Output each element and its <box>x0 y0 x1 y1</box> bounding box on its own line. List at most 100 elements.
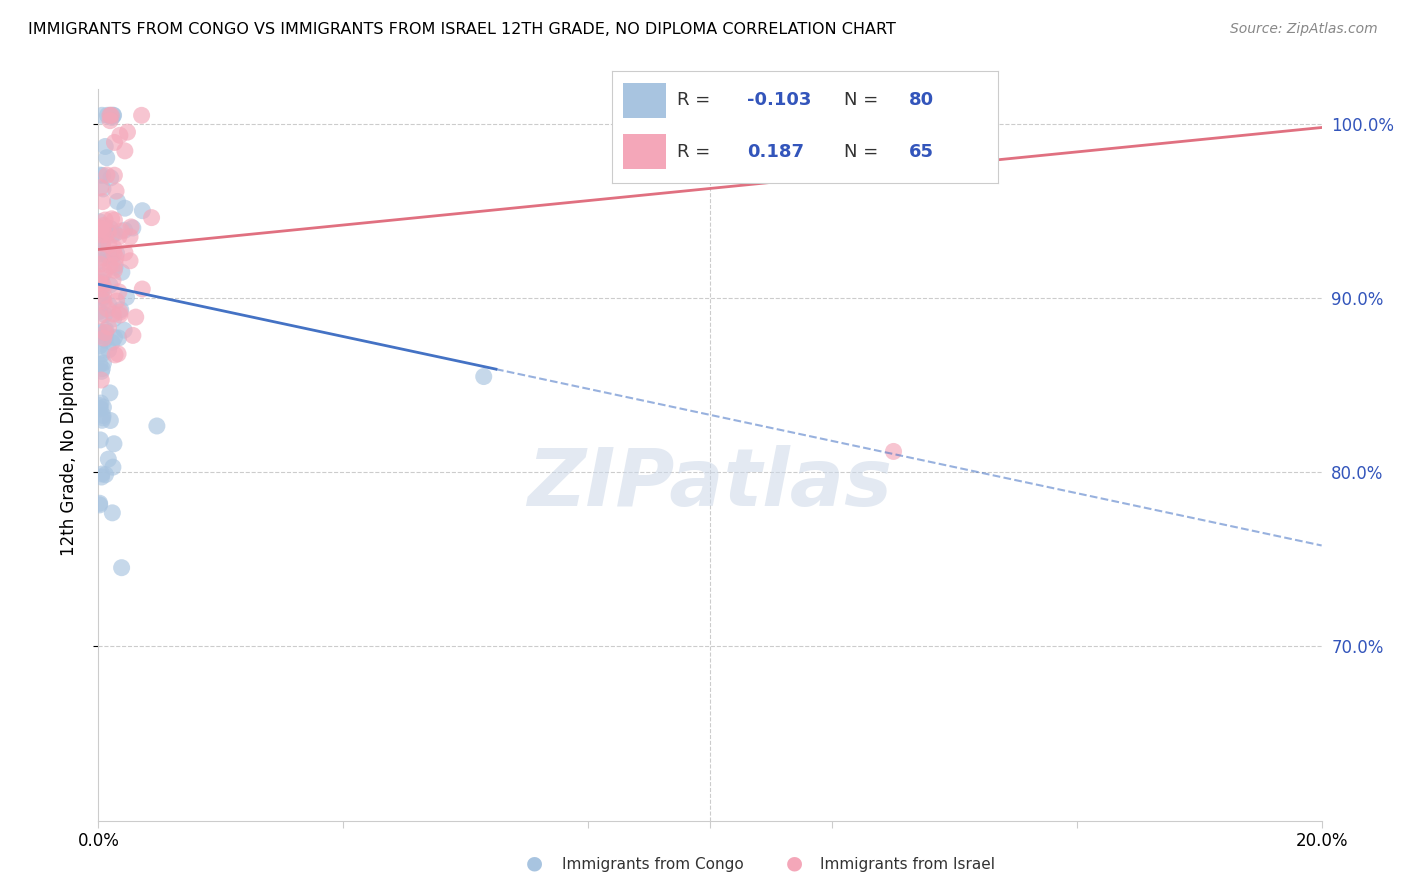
Point <box>101 506 124 520</box>
Point <box>93 288 115 302</box>
Point <box>110 560 132 574</box>
Point <box>97 226 120 240</box>
Point <box>89 358 111 372</box>
Y-axis label: 12th Grade, No Diploma: 12th Grade, No Diploma <box>59 354 77 556</box>
Point <box>104 251 127 265</box>
Point <box>97 319 120 334</box>
Point <box>100 108 122 122</box>
Point <box>100 221 122 235</box>
Point <box>89 498 111 512</box>
Text: N =: N = <box>844 91 883 110</box>
Point <box>107 194 129 209</box>
Point <box>96 108 118 122</box>
Point <box>105 184 128 198</box>
Point <box>98 385 121 400</box>
Point <box>97 343 120 357</box>
Point <box>110 302 132 317</box>
Point <box>103 436 125 450</box>
Point <box>91 347 114 361</box>
Point <box>91 268 114 283</box>
Point <box>103 330 125 344</box>
Point <box>91 169 114 183</box>
Text: ●: ● <box>786 854 803 872</box>
Point <box>91 237 114 252</box>
Point <box>114 245 136 260</box>
Point <box>89 496 111 510</box>
Point <box>101 273 124 287</box>
Point <box>112 323 135 337</box>
Point <box>89 433 111 447</box>
Point <box>89 276 111 290</box>
Point <box>103 136 125 150</box>
Text: Immigrants from Israel: Immigrants from Israel <box>820 857 994 872</box>
Point <box>97 452 120 467</box>
Point <box>111 265 134 279</box>
Text: N =: N = <box>844 143 883 161</box>
Point <box>89 339 111 353</box>
Point <box>117 125 139 139</box>
Point <box>94 213 117 227</box>
Point <box>90 231 112 245</box>
Point <box>103 213 125 227</box>
Point <box>104 257 127 271</box>
Point <box>101 335 124 350</box>
Point <box>96 168 118 182</box>
Point <box>96 151 118 165</box>
Point <box>114 201 136 215</box>
Point <box>100 170 122 185</box>
Point <box>90 180 112 194</box>
Text: 0.187: 0.187 <box>747 143 804 161</box>
Point <box>94 139 117 153</box>
Point <box>108 308 131 322</box>
Point <box>472 369 495 384</box>
Point <box>90 364 112 378</box>
Point <box>94 323 117 337</box>
Point <box>97 238 120 252</box>
Text: Immigrants from Congo: Immigrants from Congo <box>562 857 744 872</box>
Point <box>118 253 141 268</box>
Point <box>93 356 115 370</box>
Point <box>103 241 125 255</box>
Point <box>91 282 114 296</box>
Point <box>131 282 153 296</box>
Text: IMMIGRANTS FROM CONGO VS IMMIGRANTS FROM ISRAEL 12TH GRADE, NO DIPLOMA CORRELATI: IMMIGRANTS FROM CONGO VS IMMIGRANTS FROM… <box>28 22 896 37</box>
Text: R =: R = <box>678 143 723 161</box>
Point <box>101 227 124 242</box>
Point <box>89 328 111 343</box>
Point <box>125 310 148 325</box>
Point <box>93 401 115 415</box>
Point <box>101 111 124 125</box>
Point <box>90 470 112 484</box>
Point <box>93 331 115 345</box>
Point <box>94 333 117 347</box>
Point <box>105 246 128 260</box>
Text: ●: ● <box>526 854 543 872</box>
Point <box>93 219 115 233</box>
Point <box>146 419 169 434</box>
Point <box>120 219 142 234</box>
Point <box>90 275 112 289</box>
Point <box>100 251 122 265</box>
Point <box>883 444 905 458</box>
Point <box>89 257 111 271</box>
Point <box>89 254 111 268</box>
Point <box>90 373 112 387</box>
Point <box>108 285 131 299</box>
Point <box>104 227 127 241</box>
Point <box>98 413 121 427</box>
Point <box>107 347 129 361</box>
Point <box>96 301 118 316</box>
Point <box>103 108 125 122</box>
Text: ZIPatlas: ZIPatlas <box>527 445 893 524</box>
Point <box>103 307 125 321</box>
Point <box>91 409 114 423</box>
Point <box>131 203 153 218</box>
Point <box>90 396 112 410</box>
Point <box>108 305 131 319</box>
Text: Source: ZipAtlas.com: Source: ZipAtlas.com <box>1230 22 1378 37</box>
Point <box>94 326 117 340</box>
Point <box>98 278 121 293</box>
Point <box>91 277 114 292</box>
Point <box>98 108 121 122</box>
Point <box>91 361 114 376</box>
